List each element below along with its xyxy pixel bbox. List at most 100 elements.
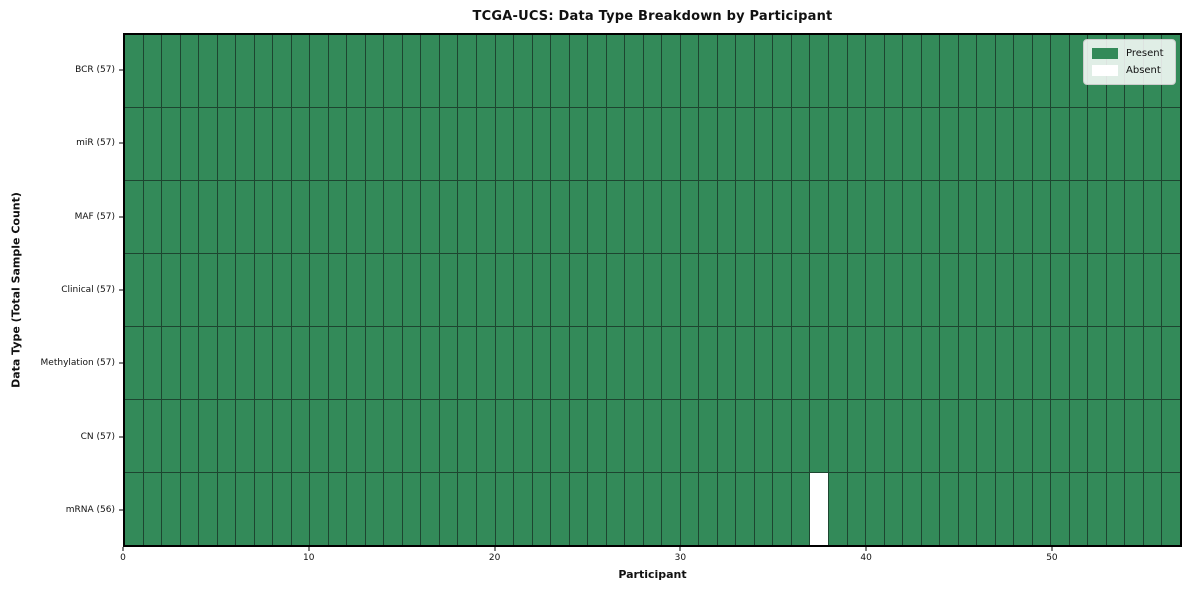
legend-swatch-absent [1092,65,1118,76]
heatmap-cell [458,108,476,180]
heatmap-cell [1143,181,1162,253]
heatmap-cell [884,327,903,399]
heatmap-cell [680,108,699,180]
heatmap-cell [643,327,662,399]
heatmap-cell [532,35,551,107]
heatmap-cell [1162,473,1180,545]
heatmap-cell [791,254,810,326]
heatmap-cell [143,327,162,399]
heatmap-cell [754,473,773,545]
heatmap-cell [736,254,754,326]
heatmap-cell [365,400,384,472]
heatmap-cell [717,327,736,399]
heatmap-cell [1125,108,1143,180]
heatmap-cell [847,400,866,472]
heatmap-cell [995,108,1014,180]
heatmap-cell [958,254,977,326]
heatmap-cell [940,108,958,180]
heatmap-cell [921,327,940,399]
heatmap-cell [1014,181,1032,253]
heatmap-cell [310,473,328,545]
heatmap-cell [143,400,162,472]
heatmap-cell [754,108,773,180]
heatmap-cell [773,108,791,180]
heatmap-cell [847,108,866,180]
heatmap-cell [291,473,310,545]
heatmap-cell [236,327,254,399]
heatmap-cell [421,473,439,545]
heatmap-cell [940,254,958,326]
heatmap-cell [143,254,162,326]
heatmap-cell [810,35,828,107]
heatmap-cell [884,108,903,180]
heatmap-grid [123,33,1182,547]
heatmap-cell [1032,327,1051,399]
x-tick-mark [122,547,124,551]
heatmap-cell [328,181,347,253]
heatmap-cell [514,108,532,180]
chart-title: TCGA-UCS: Data Type Breakdown by Partici… [472,9,833,24]
heatmap-cell [532,473,551,545]
heatmap-cell [588,108,606,180]
heatmap-cell [588,400,606,472]
heatmap-cell [588,473,606,545]
heatmap-cell [995,254,1014,326]
heatmap-cell [791,400,810,472]
heatmap-cell [384,181,402,253]
heatmap-cell [1125,327,1143,399]
heatmap-cell [514,473,532,545]
heatmap-cell [1106,400,1125,472]
heatmap-cell [217,35,236,107]
heatmap-cell [458,254,476,326]
heatmap-cell [958,35,977,107]
heatmap-cell [365,327,384,399]
heatmap-cell [1106,108,1125,180]
heatmap-cell [458,35,476,107]
y-tick-label: mRNA (56) [65,505,115,516]
heatmap-cell [736,108,754,180]
y-tick-label: Methylation (57) [40,358,115,369]
heatmap-cell [217,473,236,545]
heatmap-cell [217,327,236,399]
heatmap-cell [1069,327,1088,399]
heatmap-cell [180,400,199,472]
heatmap-cell [439,108,458,180]
heatmap-cell [384,35,402,107]
heatmap-cell [921,181,940,253]
heatmap-cell [1032,400,1051,472]
legend-label-present: Present [1126,48,1164,59]
heatmap-cell [680,473,699,545]
heatmap-cell [551,181,569,253]
heatmap-cell [365,181,384,253]
heatmap-cell [995,473,1014,545]
heatmap-cell [977,254,995,326]
heatmap-cell [625,473,643,545]
heatmap-cell [903,327,921,399]
heatmap-cell [532,108,551,180]
heatmap-cell [662,254,680,326]
heatmap-cell [754,327,773,399]
heatmap-cell [273,181,291,253]
y-tick-mark [119,289,123,291]
axes-layer: 0 10 20 30 40 50 BCR (57) miR (57) MAF (57) Clin… [41,33,1182,563]
heatmap-cell [606,400,625,472]
heatmap-cell [199,254,217,326]
heatmap-cell [1106,327,1125,399]
heatmap-cell [643,181,662,253]
y-tick-label: MAF (57) [74,211,115,222]
heatmap-cell [680,400,699,472]
y-tick-mark [119,142,123,144]
heatmap-cell [421,181,439,253]
heatmap-cell [995,327,1014,399]
heatmap-cell [680,254,699,326]
heatmap-cell [977,473,995,545]
heatmap-cell [1032,35,1051,107]
legend-item-absent: Absent [1092,65,1167,76]
heatmap-cell [365,35,384,107]
heatmap-cell [125,35,143,107]
heatmap-cell [1125,181,1143,253]
heatmap-cell [958,181,977,253]
heatmap-cell [162,400,180,472]
heatmap-cell [866,327,884,399]
x-tick-label: 10 [303,553,315,563]
